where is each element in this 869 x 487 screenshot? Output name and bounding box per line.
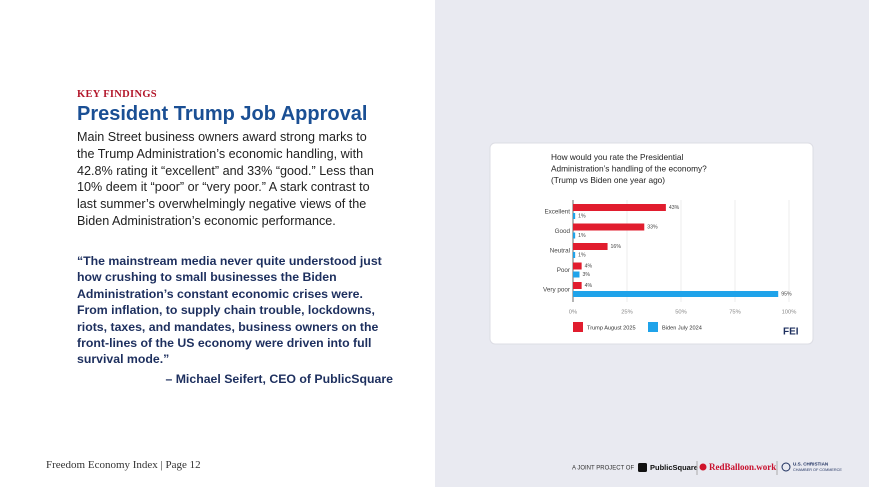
bar [573,291,779,297]
quote-line: how crushing to small businesses the Bid… [77,270,337,285]
eyebrow: KEY FINDINGS [77,89,157,100]
chamber-icon [781,462,791,472]
partner-logo: PublicSquare [650,463,698,472]
body-line: 42.8% rating it “excellent” and 33% “goo… [77,163,374,178]
quote-line: “The mainstream media never quite unders… [77,254,382,268]
category-label: Neutral [550,248,570,255]
x-tick-label: 50% [675,310,687,316]
bar [573,223,645,231]
chart: How would you rate the Presidential Admin… [543,152,799,337]
value-label: 1% [578,252,586,258]
body-line: Biden Administration’s economic performa… [77,214,336,228]
bar [573,252,576,258]
body-line: last summer’s overwhelmingly negative vi… [77,197,367,212]
value-label: 33% [647,224,658,230]
value-label: 16% [611,244,622,250]
category-label: Poor [557,267,570,274]
value-label: 1% [578,213,586,219]
legend-label: Trump August 2025 [587,325,636,331]
partner-logo: RedBalloon.work [709,462,776,472]
value-label: 4% [585,263,593,269]
value-label: 43% [669,205,680,211]
legend-label: Biden July 2024 [662,325,702,331]
bar [573,282,582,289]
quote-line: riots, taxes, and mandates, business own… [77,319,379,334]
x-tick-label: 25% [621,310,633,316]
legend-swatch [648,322,658,332]
value-label: 3% [582,272,590,278]
redballoon-icon [699,463,707,471]
bar [573,213,576,219]
value-label: 95% [781,291,792,297]
heading: President Trump Job Approval [77,103,368,125]
chart-subtitle: (Trump vs Biden one year ago) [551,175,665,185]
footer-text: Freedom Economy Index | Page 12 [46,459,201,471]
bar [573,204,666,211]
joint-label: A JOINT PROJECT OF [572,466,634,472]
x-tick-label: 100% [782,310,797,316]
bar [573,232,576,239]
bar [573,262,582,270]
category-label: Very poor [543,287,570,294]
attribution: – Michael Seifert, CEO of PublicSquare [165,372,393,386]
category-label: Good [555,228,571,235]
chart-title: How would you rate the Presidential [551,152,684,162]
chart-logo: FEI [783,327,799,338]
body-line: 10% deem it “poor” or “very poor.” A sta… [77,180,370,195]
chart-title: Administration’s handling of the economy… [551,164,707,174]
quote-line: Administration’s constant economic crise… [77,286,363,301]
category-label: Excellent [544,209,570,216]
quote-line: survival mode.” [77,352,170,367]
partner-logo: CHAMBER OF COMMERCE [793,468,842,472]
quote-line: From inflation, to supply chain trouble,… [77,303,375,318]
bar [573,243,608,250]
value-label: 4% [585,283,593,289]
body-line: the Trump Administration’s economic hand… [77,146,364,161]
quote-line: front-lines of the US economy were drive… [77,336,372,350]
legend-swatch [573,322,583,332]
value-label: 1% [578,233,586,239]
x-tick-label: 75% [729,310,741,316]
bar [573,271,580,278]
body-line: Main Street business owners award strong… [77,130,367,144]
publicsquare-icon [638,463,647,472]
partner-logo: U.S. CHRISTIAN [793,462,829,467]
x-tick-label: 0% [569,310,577,316]
